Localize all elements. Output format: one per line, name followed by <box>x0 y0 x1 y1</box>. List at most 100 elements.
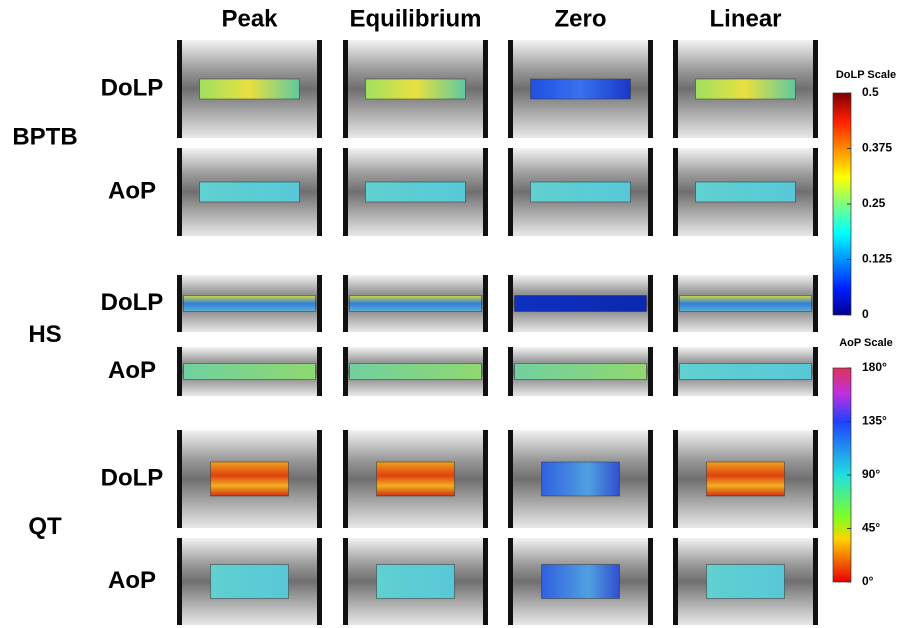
grip <box>813 275 818 332</box>
overlay <box>542 462 620 496</box>
grip <box>508 538 513 625</box>
grip <box>508 40 513 138</box>
grip <box>483 148 488 236</box>
row-label: AoP <box>108 177 156 204</box>
overlay <box>366 182 466 202</box>
overlay <box>707 462 785 496</box>
grip <box>673 430 678 528</box>
overlay <box>531 79 631 99</box>
grip <box>343 430 348 528</box>
grip <box>483 347 488 396</box>
grip <box>813 430 818 528</box>
overlay <box>542 565 620 599</box>
grip <box>343 347 348 396</box>
overlay <box>531 182 631 202</box>
overlay <box>696 79 796 99</box>
figure: Peak Equilibrium Zero Linear BPTB DoLP AoP HS Do… <box>0 0 906 628</box>
row-label: DoLP <box>101 464 164 491</box>
overlay <box>350 364 482 380</box>
tick-label: 135° <box>862 414 887 428</box>
grip <box>317 430 322 528</box>
grip <box>317 347 322 396</box>
grip <box>343 538 348 625</box>
grip <box>317 40 322 138</box>
overlay <box>377 462 455 496</box>
scale-title: DoLP Scale <box>836 69 896 81</box>
tick-label: 0.25 <box>862 196 886 210</box>
row-label: DoLP <box>101 74 164 101</box>
group-label: BPTB <box>12 123 77 150</box>
column-header: Zero <box>554 5 606 32</box>
grip <box>483 538 488 625</box>
grip <box>673 538 678 625</box>
grip <box>483 430 488 528</box>
overlay <box>696 182 796 202</box>
grip <box>673 40 678 138</box>
tick-label: 0.125 <box>862 252 892 266</box>
overlay <box>200 182 300 202</box>
grip <box>317 538 322 625</box>
tick-label: 0° <box>862 574 874 588</box>
column-header: Equilibrium <box>350 5 482 32</box>
overlay <box>366 79 466 99</box>
overlay <box>707 565 785 599</box>
tick-label: 180° <box>862 360 887 374</box>
grip <box>648 347 653 396</box>
overlay <box>184 296 316 312</box>
overlay <box>377 565 455 599</box>
grip <box>648 275 653 332</box>
grip <box>343 275 348 332</box>
overlay <box>680 296 812 312</box>
tick-label: 0.375 <box>862 141 892 155</box>
overlay <box>200 79 300 99</box>
grip <box>177 148 182 236</box>
grip <box>813 538 818 625</box>
grip <box>673 148 678 236</box>
grip <box>648 430 653 528</box>
grip <box>673 275 678 332</box>
grip <box>813 148 818 236</box>
grip <box>317 275 322 332</box>
tick-label: 90° <box>862 467 880 481</box>
grip <box>177 347 182 396</box>
overlay <box>184 364 316 380</box>
grip <box>648 40 653 138</box>
grip <box>508 347 513 396</box>
overlay <box>211 462 289 496</box>
grip <box>177 538 182 625</box>
scale-title: AoP Scale <box>839 337 893 349</box>
overlay <box>211 565 289 599</box>
group-label: QT <box>28 513 62 540</box>
grip <box>343 148 348 236</box>
row-label: AoP <box>108 357 156 384</box>
grip <box>648 148 653 236</box>
overlay <box>515 296 647 312</box>
row-label: DoLP <box>101 289 164 316</box>
tick-label: 0.5 <box>862 85 879 99</box>
grip <box>508 275 513 332</box>
grip <box>343 40 348 138</box>
grip <box>317 148 322 236</box>
grip <box>177 40 182 138</box>
overlay <box>350 296 482 312</box>
row-label: AoP <box>108 567 156 594</box>
tick-label: 0 <box>862 307 869 321</box>
overlay <box>515 364 647 380</box>
grip <box>177 430 182 528</box>
grip <box>813 40 818 138</box>
image-grid <box>177 40 818 625</box>
tick-label: 45° <box>862 521 880 535</box>
overlay <box>680 364 812 380</box>
group-label: HS <box>28 321 61 348</box>
grip <box>483 40 488 138</box>
grip <box>648 538 653 625</box>
column-header: Linear <box>709 5 781 32</box>
grip <box>673 347 678 396</box>
grip <box>177 275 182 332</box>
grip <box>483 275 488 332</box>
colorbars: DoLP Scale 0 0.125 0.25 0.375 0.5 AoP Scale 0° 4… <box>833 69 896 588</box>
grip <box>508 148 513 236</box>
grip <box>508 430 513 528</box>
grip <box>813 347 818 396</box>
column-header: Peak <box>221 5 278 32</box>
